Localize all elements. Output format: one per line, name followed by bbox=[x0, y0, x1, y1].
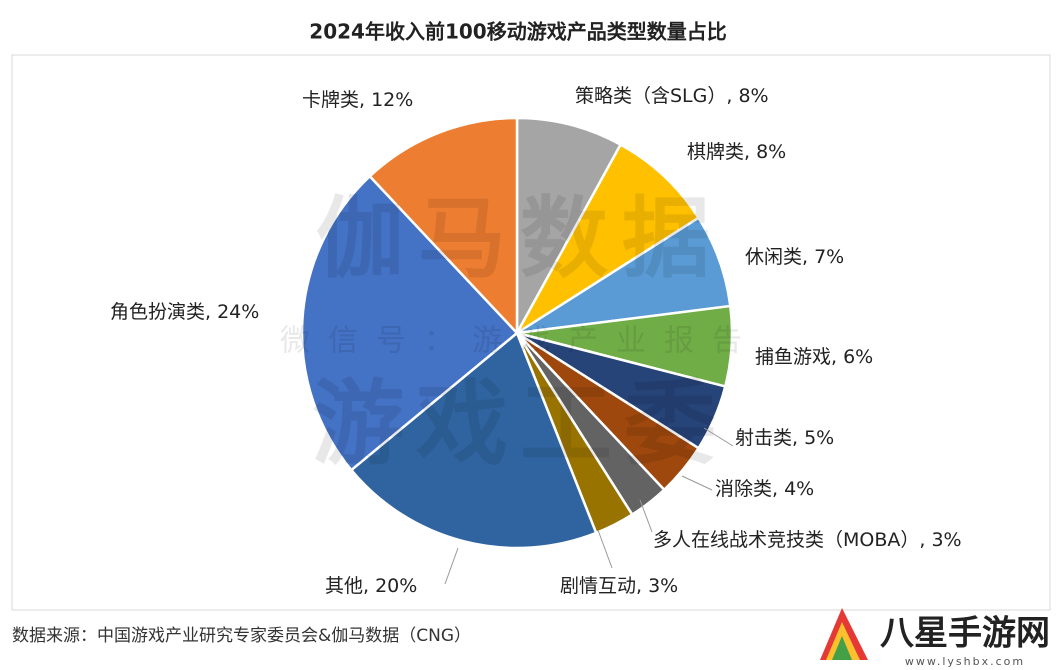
watermark-text: 伽马数据 bbox=[316, 187, 724, 290]
leader-line bbox=[681, 475, 713, 491]
value-label: , 5% bbox=[792, 427, 834, 449]
leader-line bbox=[444, 547, 459, 585]
value-label: , 8% bbox=[744, 141, 786, 163]
pie bbox=[300, 116, 734, 550]
logo: 八星手游网 www.lyshbx.com bbox=[820, 608, 1050, 668]
category-name: 其他 bbox=[325, 575, 363, 597]
watermark: 伽马数据 微信号：游戏产业报告 游戏工委 bbox=[280, 187, 760, 477]
data-label: 策略类（含SLG）, 8% bbox=[575, 85, 769, 107]
chart-title: 2024年收入前100移动游戏产品类型数量占比 bbox=[309, 20, 726, 44]
value-label: , 24% bbox=[205, 301, 259, 323]
value-label: , 6% bbox=[831, 346, 873, 368]
value-label: , 3% bbox=[919, 529, 961, 551]
data-label: 消除类, 4% bbox=[715, 478, 814, 500]
pie-slice bbox=[515, 142, 701, 335]
pie-slice bbox=[368, 116, 519, 337]
value-label: , 3% bbox=[636, 575, 678, 597]
watermark-text: 微信号：游戏产业报告 bbox=[280, 324, 760, 359]
value-label: , 4% bbox=[772, 478, 814, 500]
leader-line bbox=[703, 427, 734, 447]
labels: 策略类（含SLG）, 8%棋牌类, 8%休闲类, 7%捕鱼游戏, 6%射击类, … bbox=[110, 85, 962, 597]
category-name: 剧情互动 bbox=[560, 575, 636, 597]
category-name: 休闲类 bbox=[745, 246, 802, 268]
value-label: , 8% bbox=[726, 85, 768, 107]
value-label: , 12% bbox=[359, 89, 413, 111]
value-label: , 7% bbox=[802, 246, 844, 268]
leader-line bbox=[639, 499, 653, 533]
data-label: 休闲类, 7% bbox=[745, 246, 844, 268]
category-name: 卡牌类 bbox=[302, 89, 359, 111]
logo-icon bbox=[832, 636, 852, 660]
leader-line bbox=[597, 529, 613, 569]
data-label: 射击类, 5% bbox=[735, 427, 834, 449]
pie-slice bbox=[300, 174, 519, 472]
data-label: 角色扮演类, 24% bbox=[110, 301, 259, 323]
category-name: 多人在线战术竞技类（MOBA） bbox=[653, 529, 919, 551]
value-label: , 20% bbox=[363, 575, 417, 597]
category-name: 射击类 bbox=[735, 427, 792, 449]
category-name: 消除类 bbox=[715, 478, 772, 500]
data-label: 多人在线战术竞技类（MOBA）, 3% bbox=[653, 529, 962, 551]
chart-border bbox=[11, 54, 1051, 611]
data-label: 捕鱼游戏, 6% bbox=[755, 346, 873, 368]
pie-slice bbox=[349, 330, 598, 550]
logo-name: 八星手游网 bbox=[880, 614, 1050, 654]
category-name: 捕鱼游戏 bbox=[755, 346, 831, 368]
category-name: 策略类（含SLG） bbox=[575, 85, 726, 107]
watermark-text: 游戏工委 bbox=[312, 370, 728, 477]
category-name: 角色扮演类 bbox=[110, 301, 205, 323]
category-name: 棋牌类 bbox=[687, 141, 744, 163]
source: 数据来源：中国游戏产业研究专家委员会&伽马数据（CNG） bbox=[12, 626, 471, 646]
data-label: 棋牌类, 8% bbox=[687, 141, 786, 163]
logo-url: www.lyshbx.com bbox=[905, 655, 1025, 668]
data-label: 剧情互动, 3% bbox=[560, 575, 678, 597]
pie-slice bbox=[515, 116, 623, 334]
data-label: 卡牌类, 12% bbox=[302, 89, 413, 111]
data-label: 其他, 20% bbox=[325, 575, 417, 597]
